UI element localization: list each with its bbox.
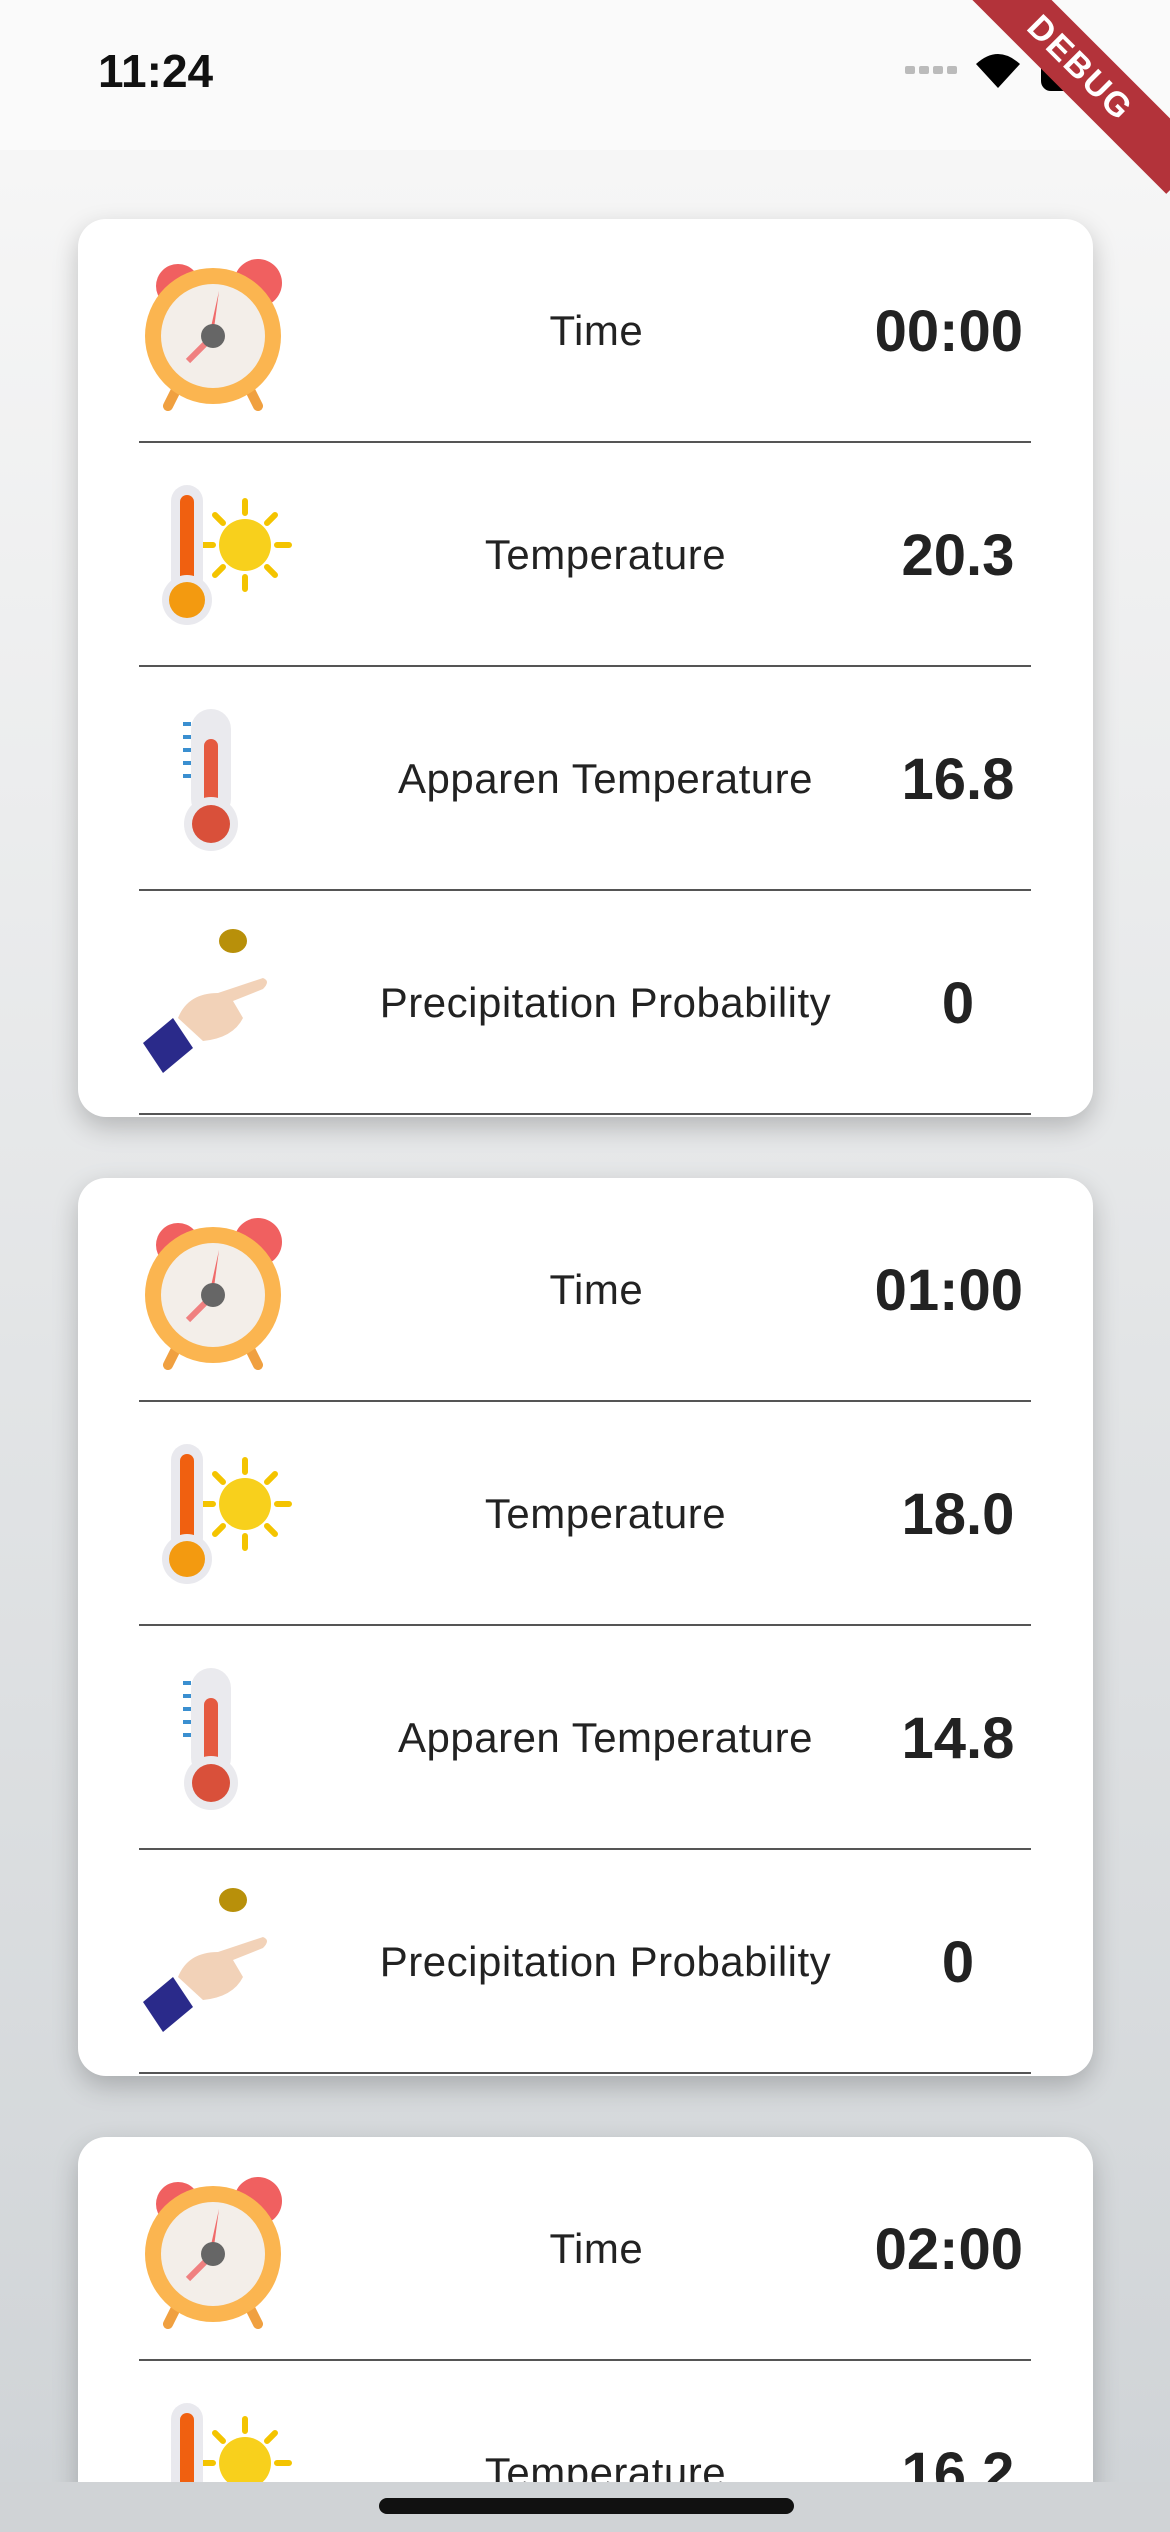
- scroll-list[interactable]: Time 00:00 Temperature 20.3 Apparen Temperat…: [0, 150, 1170, 2482]
- row-icon: [78, 699, 348, 859]
- row-icon: [78, 1434, 348, 1594]
- signal-icon: [905, 66, 957, 74]
- row-label: Time: [549, 1266, 644, 1313]
- row-value: 00:00: [874, 298, 1023, 364]
- weather-card: Time 01:00 Temperature 18.0 Apparen Temperat…: [78, 1178, 1093, 2076]
- row-icon: [78, 251, 348, 411]
- home-indicator: [379, 2498, 794, 2514]
- row-value: 20.3: [901, 522, 1015, 588]
- icon-sun-thermo: [133, 1434, 293, 1594]
- row-label: Precipitation Probability: [379, 979, 832, 1026]
- info-row: Time 00:00: [78, 219, 1093, 443]
- row-value: 0: [941, 1929, 975, 1995]
- icon-sun-thermo: [133, 2393, 293, 2482]
- row-icon: [78, 475, 348, 635]
- home-bar: [0, 2482, 1170, 2532]
- row-icon: [78, 1882, 348, 2042]
- wifi-icon: [976, 54, 1020, 88]
- info-row: Apparen Temperature 16.8: [78, 667, 1093, 891]
- icon-sun-thermo: [133, 475, 293, 635]
- row-value: 0: [941, 970, 975, 1036]
- icon-thermo: [133, 699, 293, 859]
- info-row: Time 02:00: [78, 2137, 1093, 2361]
- row-icon: [78, 2393, 348, 2482]
- row-value: 14.8: [901, 1705, 1015, 1771]
- row-label: Temperature: [484, 1490, 727, 1537]
- icon-clock: [133, 1210, 293, 1370]
- info-row: Precipitation Probability 0: [78, 891, 1093, 1115]
- icon-clock: [133, 2169, 293, 2329]
- row-label: Time: [549, 307, 644, 354]
- row-value: 16.8: [901, 746, 1015, 812]
- icon-hand: [133, 923, 293, 1083]
- icon-hand: [133, 1882, 293, 2042]
- row-icon: [78, 1658, 348, 1818]
- icon-thermo: [133, 1658, 293, 1818]
- info-row: Apparen Temperature 14.8: [78, 1626, 1093, 1850]
- row-label: Temperature: [484, 2449, 727, 2482]
- info-row: Temperature 16.2: [78, 2361, 1093, 2482]
- row-value: 16.2: [901, 2440, 1015, 2483]
- row-value: 01:00: [874, 1257, 1023, 1323]
- row-value: 18.0: [901, 1481, 1015, 1547]
- row-icon: [78, 2169, 348, 2329]
- row-value: 02:00: [874, 2216, 1023, 2282]
- card-list: Time 00:00 Temperature 20.3 Apparen Temperat…: [78, 219, 1093, 2482]
- row-label: Time: [549, 2225, 644, 2272]
- row-label: Apparen Temperature: [398, 755, 813, 802]
- info-row: Time 01:00: [78, 1178, 1093, 1402]
- row-icon: [78, 1210, 348, 1370]
- info-row: Precipitation Probability 0: [78, 1850, 1093, 2074]
- icon-clock: [133, 251, 293, 411]
- status-time: 11:24: [98, 45, 214, 97]
- row-label: Temperature: [484, 531, 727, 578]
- row-label: Precipitation Probability: [379, 1938, 832, 1985]
- info-row: Temperature 18.0: [78, 1402, 1093, 1626]
- weather-card: Time 00:00 Temperature 20.3 Apparen Temperat…: [78, 219, 1093, 1117]
- weather-card: Time 02:00 Temperature 16.2: [78, 2137, 1093, 2482]
- row-icon: [78, 923, 348, 1083]
- row-label: Apparen Temperature: [398, 1714, 813, 1761]
- info-row: Temperature 20.3: [78, 443, 1093, 667]
